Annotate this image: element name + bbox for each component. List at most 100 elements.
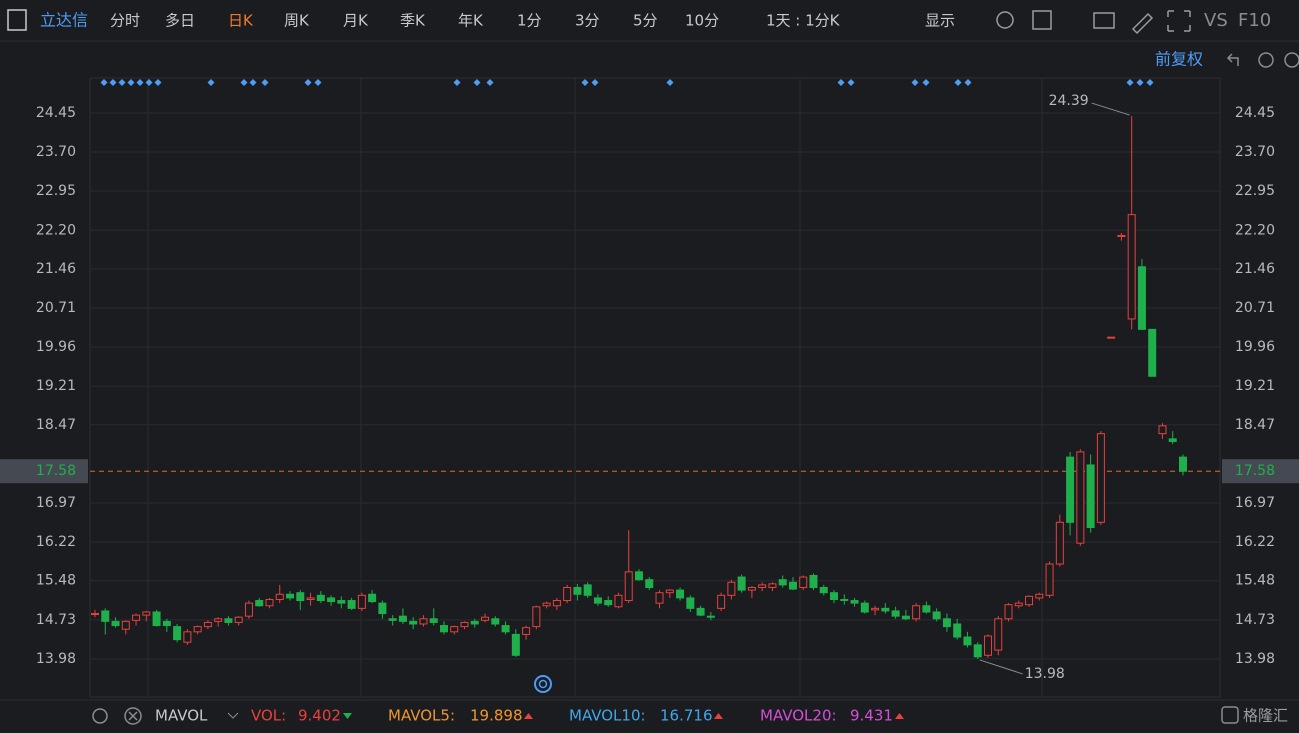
candle-body [1117, 234, 1126, 237]
last-price-label: 17.58 [36, 463, 76, 479]
y-tick-label: 19.96 [36, 339, 76, 355]
y2-tick-label: 22.95 [1235, 183, 1275, 199]
candle-body [1158, 425, 1167, 435]
candle-body [337, 600, 346, 604]
candle-body [614, 594, 623, 608]
event-marker [911, 79, 919, 86]
ma5-value: 19.898 [470, 707, 523, 725]
tab[interactable]: 月K [343, 12, 369, 30]
y2-tick-label: 24.45 [1235, 105, 1275, 121]
tabs: 分时 多日 日K 周K 月K 季K 年K 1分 3分 5分 10分 [110, 12, 719, 30]
candle-body [768, 583, 777, 588]
tab[interactable]: 多日 [165, 12, 195, 30]
fullscreen-icon[interactable] [1167, 10, 1191, 32]
candle-body [429, 618, 438, 623]
y-tick-label: 16.22 [36, 534, 76, 550]
candle-body [193, 626, 202, 633]
candle-body [91, 613, 99, 616]
y-tick-label: 13.98 [36, 651, 76, 667]
tab[interactable]: 10分 [685, 12, 719, 30]
candle-body [830, 592, 839, 600]
candle-body [1137, 266, 1146, 330]
vol-label: VOL: [251, 707, 286, 725]
tab[interactable]: 3分 [575, 12, 600, 30]
candle-body [532, 606, 541, 628]
event-marker [666, 79, 674, 86]
event-marker [1126, 79, 1134, 86]
y2-tick-label: 18.47 [1235, 417, 1275, 433]
candle-body [778, 579, 787, 586]
zoom-in[interactable] [1284, 52, 1299, 68]
tab[interactable]: 日K [228, 12, 254, 30]
event-marker [954, 79, 962, 86]
candle-body [255, 600, 264, 607]
event-markers [100, 79, 1154, 86]
pen-icon[interactable] [1131, 12, 1154, 35]
high-pointer [1091, 102, 1130, 116]
candle-body [1168, 438, 1177, 442]
candle-body [891, 610, 900, 617]
dropdown[interactable] [227, 712, 239, 719]
candle-body [501, 625, 510, 633]
tab[interactable]: 年K [458, 12, 484, 30]
indicator-settings[interactable] [92, 708, 108, 724]
news-icon[interactable] [534, 675, 552, 693]
y2-tick-label: 13.98 [1235, 651, 1275, 667]
y-tick-label: 18.47 [36, 417, 76, 433]
event-marker [136, 79, 144, 86]
candle-body [398, 615, 407, 622]
layout-icon[interactable] [1032, 10, 1052, 30]
indicator-name[interactable]: MAVOL [155, 707, 208, 725]
up-arrow [895, 713, 904, 719]
tab[interactable]: 季K [400, 12, 426, 30]
event-marker [249, 79, 257, 86]
vs[interactable]: VS [1204, 10, 1228, 31]
candle-body [491, 618, 500, 625]
candle-body [121, 620, 130, 630]
candle-body [635, 571, 643, 581]
stock-name[interactable]: 立达信 [40, 11, 88, 30]
zoom-out[interactable] [1258, 52, 1274, 68]
y2-tick-label: 15.48 [1235, 573, 1275, 589]
period[interactable]: 1天 : 1分K [766, 12, 841, 30]
candle-body [101, 610, 110, 622]
candle-body [1045, 563, 1054, 596]
candle-body [676, 589, 685, 599]
tab[interactable]: 5分 [633, 12, 658, 30]
candle-body [932, 611, 941, 620]
ma20-value: 9.431 [850, 707, 893, 725]
candle-body [901, 615, 910, 620]
tab[interactable]: 分时 [110, 12, 140, 30]
zoom-icons [1226, 52, 1299, 68]
candle-body [542, 602, 551, 607]
camera-icon[interactable] [1093, 12, 1115, 29]
reset-icon[interactable] [1226, 53, 1239, 66]
candle-body [214, 618, 223, 622]
adjust[interactable]: 前复权 [1155, 50, 1203, 69]
candle-body [973, 644, 982, 658]
candle-body [922, 605, 931, 613]
indicator-close[interactable] [124, 707, 142, 725]
y-tick-label: 23.70 [36, 144, 76, 160]
y-tick-label: 19.21 [36, 378, 76, 394]
brand-logo [1221, 706, 1239, 724]
event-marker [109, 79, 117, 86]
y-tick-label: 14.73 [36, 612, 76, 628]
menu-icon[interactable] [7, 9, 27, 31]
candle-body [850, 600, 859, 604]
candle-body [819, 586, 828, 594]
candle-body [1179, 456, 1187, 472]
display[interactable]: 显示 [925, 12, 955, 30]
candle-body [1148, 328, 1157, 377]
f10[interactable]: F10 [1238, 10, 1271, 31]
ma10-value: 16.716 [660, 707, 713, 725]
tab[interactable]: 1分 [517, 12, 542, 30]
candle-body [1066, 456, 1075, 523]
y2-tick-label: 21.46 [1235, 261, 1275, 277]
last-price-box [1222, 459, 1299, 484]
settings-icon[interactable] [996, 11, 1014, 29]
tab[interactable]: 周K [284, 12, 310, 30]
candle-body [1076, 451, 1085, 544]
candle-body [1096, 433, 1105, 523]
